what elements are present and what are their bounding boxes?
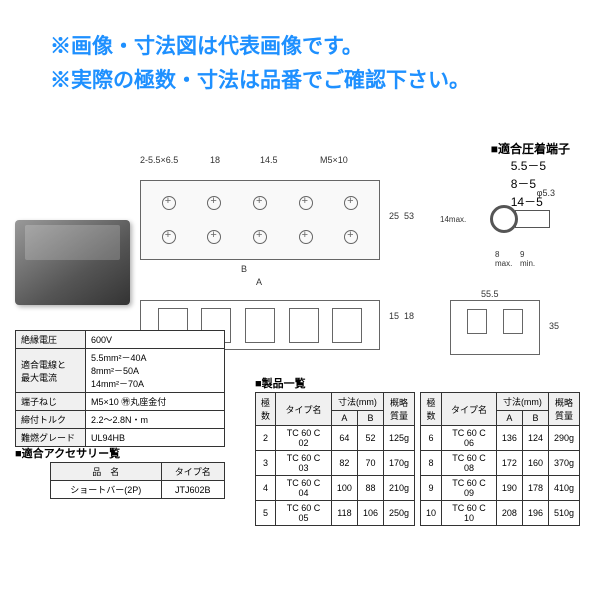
product-cell: 410g	[548, 476, 579, 501]
diagram-end-view: 55.5 35	[450, 300, 540, 355]
dim-label: M5×10	[320, 155, 348, 165]
terminal-item: 5.5－5	[491, 157, 570, 175]
spec-cell: 締付トルク	[16, 411, 86, 429]
product-cell: 210g	[383, 476, 414, 501]
dim-label: 18	[210, 155, 220, 165]
product-cell: 8	[421, 451, 442, 476]
col-header: タイプ名	[276, 393, 332, 426]
product-cell: TC 60 C 10	[442, 501, 497, 526]
product-cell: 5	[256, 501, 276, 526]
product-cell: 160	[522, 451, 548, 476]
dim-label: 18	[404, 311, 414, 321]
product-cell: TC 60 C 03	[276, 451, 332, 476]
product-cell: 370g	[548, 451, 579, 476]
dim-label: 14max.	[440, 215, 466, 224]
accessory-table: 品 名 タイプ名 ショートバー(2P)JTJ602B	[50, 462, 225, 499]
col-header: 極 数	[421, 393, 442, 426]
terminal-item: 8－5	[491, 175, 570, 193]
spec-cell: 難燃グレード	[16, 429, 86, 447]
dim-label: 55.5	[481, 289, 499, 299]
spec-table: 絶縁電圧600V適合電線と 最大電流5.5mm²－40A 8mm²－50A 14…	[15, 330, 225, 447]
product-cell: 70	[357, 451, 383, 476]
product-cell: 290g	[548, 426, 579, 451]
product-photo	[15, 220, 130, 305]
terminal-heading: ■適合圧着端子	[491, 140, 570, 157]
product-cell: 2	[256, 426, 276, 451]
col-header: 品 名	[51, 463, 162, 481]
accessory-cell: JTJ602B	[161, 481, 224, 499]
product-cell: TC 60 C 06	[442, 426, 497, 451]
product-table-left: 極 数タイプ名寸法(mm)概略 質量 AB 2TC 60 C 026452125g…	[255, 392, 415, 526]
spec-cell: 絶縁電圧	[16, 331, 86, 349]
dim-label: 53	[404, 211, 414, 221]
notice-block: ※画像・寸法図は代表画像です。 ※実際の極数・寸法は品番でご確認下さい。	[50, 30, 570, 97]
product-cell: TC 60 C 04	[276, 476, 332, 501]
product-cell: 196	[522, 501, 548, 526]
dim-label: A	[256, 277, 262, 287]
spec-cell: 5.5mm²－40A 8mm²－50A 14mm²－70A	[86, 349, 225, 393]
product-cell: 125g	[383, 426, 414, 451]
dim-label: B	[241, 264, 247, 274]
col-header: A	[496, 411, 522, 426]
product-cell: 118	[331, 501, 357, 526]
col-header: A	[331, 411, 357, 426]
col-header: タイプ名	[442, 393, 497, 426]
accessory-heading: ■適合アクセサリー覧	[15, 445, 120, 461]
product-cell: 82	[331, 451, 357, 476]
product-cell: 10	[421, 501, 442, 526]
product-cell: 172	[496, 451, 522, 476]
product-table-right: 極 数タイプ名寸法(mm)概略 質量 AB 6TC 60 C 0613612429…	[420, 392, 580, 526]
col-header: B	[357, 411, 383, 426]
col-header: B	[522, 411, 548, 426]
col-header: 概略 質量	[383, 393, 414, 426]
product-cell: 52	[357, 426, 383, 451]
product-cell: 208	[496, 501, 522, 526]
dim-label: 9 min.	[520, 250, 535, 268]
dim-label: 8 max.	[495, 250, 512, 268]
product-cell: 250g	[383, 501, 414, 526]
product-cell: 4	[256, 476, 276, 501]
col-header: 寸法(mm)	[496, 393, 548, 411]
product-cell: 136	[496, 426, 522, 451]
product-cell: 3	[256, 451, 276, 476]
product-cell: 64	[331, 426, 357, 451]
product-cell: 178	[522, 476, 548, 501]
product-cell: 170g	[383, 451, 414, 476]
spec-cell: M5×10 ㊕丸座金付	[86, 393, 225, 411]
col-header: タイプ名	[161, 463, 224, 481]
product-cell: 124	[522, 426, 548, 451]
product-heading: ■製品一覧	[255, 375, 306, 391]
accessory-cell: ショートバー(2P)	[51, 481, 162, 499]
product-cell: 6	[421, 426, 442, 451]
dim-label: 15	[389, 311, 399, 321]
product-cell: 190	[496, 476, 522, 501]
col-header: 概略 質量	[548, 393, 579, 426]
product-cell: TC 60 C 09	[442, 476, 497, 501]
dim-label: φ5.3	[537, 188, 555, 198]
diagram-top-view: 2-5.5×6.5 18 14.5 M5×10 25 53 B A	[140, 160, 430, 290]
product-cell: 88	[357, 476, 383, 501]
product-cell: 510g	[548, 501, 579, 526]
notice-line-2: ※実際の極数・寸法は品番でご確認下さい。	[50, 64, 570, 98]
product-cell: 9	[421, 476, 442, 501]
product-cell: 100	[331, 476, 357, 501]
notice-line-1: ※画像・寸法図は代表画像です。	[50, 30, 570, 64]
dim-label: 14.5	[260, 155, 278, 165]
product-cell: TC 60 C 02	[276, 426, 332, 451]
spec-cell: 適合電線と 最大電流	[16, 349, 86, 393]
product-cell: TC 60 C 08	[442, 451, 497, 476]
dim-label: 2-5.5×6.5	[140, 155, 178, 165]
product-cell: TC 60 C 05	[276, 501, 332, 526]
col-header: 寸法(mm)	[331, 393, 383, 411]
product-cell: 106	[357, 501, 383, 526]
spec-cell: 端子ねじ	[16, 393, 86, 411]
spec-cell: UL94HB	[86, 429, 225, 447]
col-header: 極 数	[256, 393, 276, 426]
dim-label: 35	[549, 321, 559, 331]
spec-cell: 600V	[86, 331, 225, 349]
spec-cell: 2.2～2.8N・m	[86, 411, 225, 429]
diagram-terminal-ring: φ5.3 14max. 8 max. 9 min.	[470, 200, 560, 250]
dim-label: 25	[389, 211, 399, 221]
